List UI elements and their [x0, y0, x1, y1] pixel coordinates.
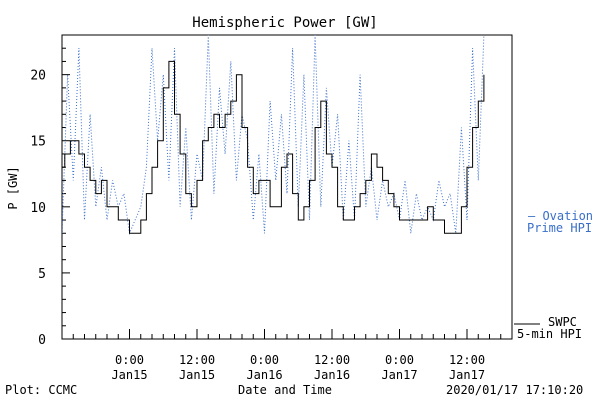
- x-tick-time-label: 0:00: [115, 353, 144, 367]
- x-tick-date-label: Jan15: [111, 368, 147, 382]
- x-tick-date-label: Jan16: [246, 368, 282, 382]
- legend-ovation-label: — Ovation: [528, 209, 593, 223]
- swpc-hpi-series: [62, 60, 485, 234]
- x-axis-label: Date and Time: [238, 383, 332, 397]
- y-tick-label: 0: [38, 333, 46, 348]
- x-tick-time-label: 0:00: [385, 353, 414, 367]
- x-tick-date-label: Jan17: [381, 368, 417, 382]
- x-tick-time-label: 12:00: [179, 353, 215, 367]
- y-tick-label: 20: [30, 69, 46, 84]
- x-axis-ticks: 0:00Jan1512:00Jan150:00Jan1612:00Jan160:…: [61, 329, 513, 382]
- chart-title: Hemispheric Power [GW]: [192, 15, 377, 31]
- x-tick-date-label: Jan17: [449, 368, 485, 382]
- y-tick-label: 15: [30, 135, 46, 150]
- series-layer: [62, 35, 485, 236]
- y-axis-label: P [GW]: [6, 166, 20, 209]
- legend-swpc-label: SWPC: [548, 315, 577, 329]
- plot-timestamp: 2020/01/17 17:10:20: [446, 383, 584, 397]
- legend-ovation-label-2: Prime HPI: [527, 221, 592, 235]
- plot-credit: Plot: CCMC: [5, 383, 78, 397]
- x-tick-time-label: 12:00: [449, 353, 485, 367]
- legend-swpc-label-2: 5-min HPI: [517, 327, 582, 341]
- y-axis-ticks: 0 5 10 15 20: [30, 34, 70, 348]
- y-tick-label: 5: [38, 267, 46, 282]
- x-tick-time-label: 0:00: [250, 353, 279, 367]
- ovation-prime-series: [62, 35, 485, 236]
- x-tick-time-label: 12:00: [314, 353, 350, 367]
- x-tick-date-label: Jan16: [314, 368, 350, 382]
- y-tick-label: 10: [30, 201, 46, 216]
- x-tick-date-label: Jan15: [179, 368, 215, 382]
